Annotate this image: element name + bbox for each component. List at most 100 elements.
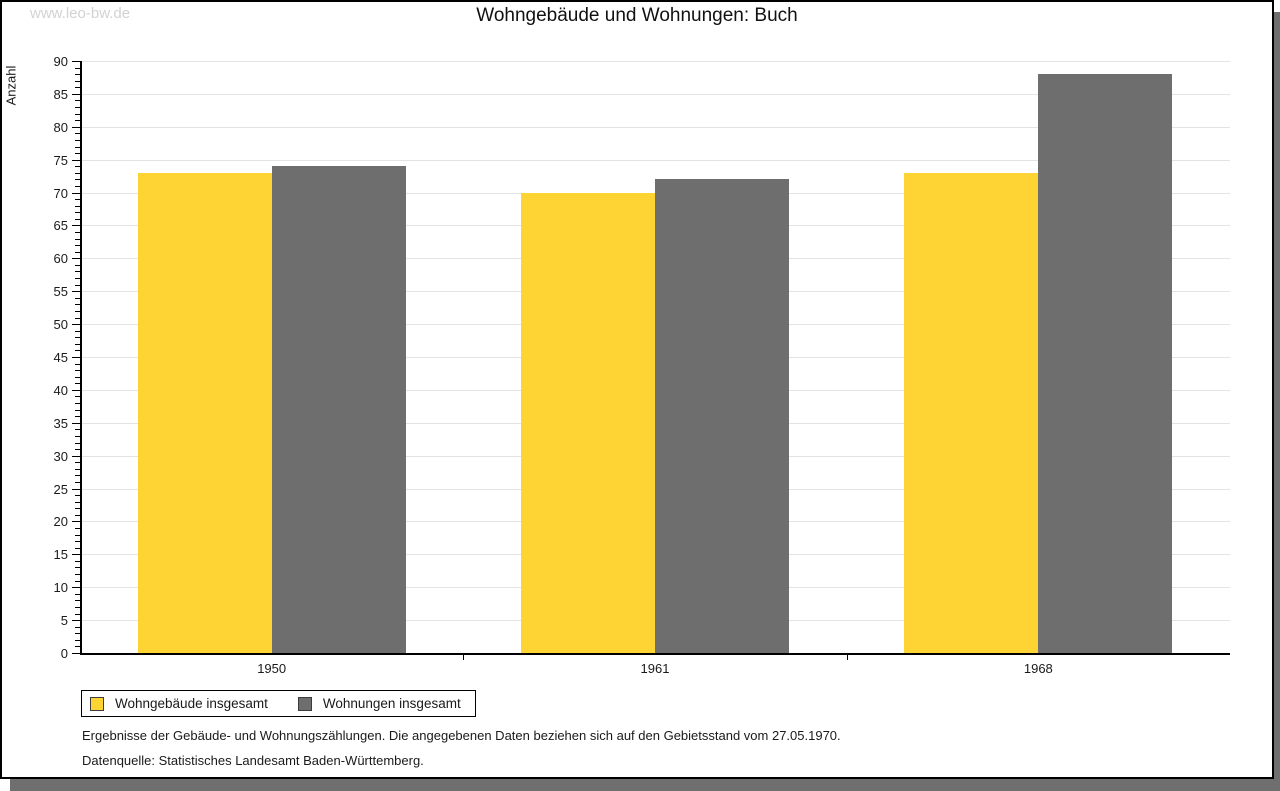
y-minor-tick — [75, 626, 80, 628]
y-minor-tick — [75, 613, 80, 615]
footnote-datenquelle: Datenquelle: Statistisches Landesamt Bad… — [82, 753, 424, 768]
bar-1968-series2 — [1038, 74, 1173, 653]
y-tick-label: 70 — [53, 185, 68, 201]
y-tick-label: 65 — [53, 218, 68, 234]
x-tick-label: 1968 — [1023, 661, 1053, 676]
y-tick-label: 80 — [53, 119, 68, 135]
y-minor-tick — [75, 251, 80, 253]
y-minor-tick — [75, 153, 80, 155]
chart: 1950 1961 1968 0 5 10 15 20 25 30 35 40 45 50 55 60 65 70… — [2, 2, 1272, 777]
bar-1950-series2 — [271, 166, 406, 653]
y-minor-tick — [75, 370, 80, 372]
y-minor-tick — [75, 107, 80, 109]
y-major-tick — [72, 587, 80, 589]
y-tick-label: 20 — [53, 514, 68, 530]
y-major-tick — [72, 61, 80, 62]
legend-label: Wohnungen insgesamt — [322, 696, 461, 711]
bar-1968-series1 — [904, 172, 1039, 653]
y-major-tick — [72, 159, 80, 161]
y-minor-tick — [75, 232, 80, 234]
y-tick-label: 30 — [53, 448, 68, 464]
footnote-gebietsstand: Ergebnisse der Gebäude- und Wohnungszähl… — [82, 728, 841, 743]
y-major-tick — [72, 455, 80, 457]
y-minor-tick — [75, 212, 80, 214]
y-tick-label: 50 — [53, 317, 68, 333]
y-minor-tick — [75, 449, 80, 451]
y-gridline — [82, 61, 1230, 62]
legend-swatch-gray-icon — [297, 696, 312, 711]
y-minor-tick — [75, 218, 80, 220]
y-major-tick — [72, 422, 80, 424]
y-minor-tick — [75, 74, 80, 76]
y-tick-label: 55 — [53, 284, 68, 300]
y-minor-tick — [75, 337, 80, 339]
bar-1961-series1 — [521, 192, 655, 653]
y-minor-tick — [75, 528, 80, 530]
y-minor-tick — [75, 185, 80, 187]
y-minor-tick — [75, 468, 80, 470]
y-minor-tick — [75, 376, 80, 378]
y-minor-tick — [75, 278, 80, 280]
y-major-tick — [72, 357, 80, 358]
y-minor-tick — [75, 363, 80, 365]
y-major-tick — [72, 258, 80, 260]
x-tick-label: 1950 — [257, 661, 287, 676]
y-minor-tick — [75, 383, 80, 385]
y-minor-tick — [75, 87, 80, 89]
y-major-tick — [72, 389, 80, 391]
y-minor-tick — [75, 495, 80, 497]
y-minor-tick — [75, 501, 80, 503]
x-tick-label: 1961 — [640, 661, 670, 676]
y-tick-label: 40 — [53, 382, 68, 398]
x-axis-line — [80, 653, 1230, 655]
y-minor-tick — [75, 646, 80, 648]
y-tick-label: 35 — [53, 415, 68, 431]
y-minor-tick — [75, 396, 80, 398]
y-minor-tick — [75, 343, 80, 345]
y-minor-tick — [75, 409, 80, 411]
y-minor-tick — [75, 541, 80, 543]
y-minor-tick — [75, 580, 80, 582]
y-tick-label: 10 — [53, 580, 68, 596]
y-minor-tick — [75, 547, 80, 549]
y-minor-tick — [75, 100, 80, 102]
y-minor-tick — [75, 80, 80, 82]
legend-item-wohngebaeude: Wohngebäude insgesamt — [90, 696, 268, 711]
bar-1961-series2 — [655, 179, 789, 653]
y-major-tick — [72, 554, 80, 556]
legend-swatch-yellow-icon — [90, 696, 104, 711]
y-tick-label: 60 — [53, 251, 68, 267]
y-tick-label: 5 — [60, 613, 68, 629]
y-major-tick — [72, 620, 80, 622]
y-minor-tick — [75, 574, 80, 576]
y-minor-tick — [75, 304, 80, 306]
watermark: www.leo-bw.de — [30, 5, 131, 22]
y-minor-tick — [75, 600, 80, 602]
y-minor-tick — [75, 146, 80, 148]
y-minor-tick — [75, 264, 80, 266]
y-minor-tick — [75, 416, 80, 418]
y-minor-tick — [75, 442, 80, 444]
y-minor-tick — [75, 403, 80, 405]
y-tick-label: 75 — [53, 152, 68, 168]
y-tick-label: 90 — [53, 54, 68, 69]
y-tick-label: 0 — [60, 646, 68, 661]
chart-title: Wohngebäude und Wohnungen: Buch — [476, 5, 798, 26]
y-major-tick — [72, 488, 80, 490]
y-minor-tick — [75, 284, 80, 286]
y-minor-tick — [75, 133, 80, 135]
y-minor-tick — [75, 245, 80, 247]
y-tick-label: 45 — [53, 350, 68, 365]
y-minor-tick — [75, 166, 80, 168]
y-minor-tick — [75, 606, 80, 608]
y-gridline — [82, 159, 1230, 161]
y-minor-tick — [75, 534, 80, 536]
y-minor-tick — [75, 199, 80, 201]
bar-1950-series1 — [137, 172, 272, 653]
y-minor-tick — [75, 330, 80, 332]
y-minor-tick — [75, 310, 80, 312]
y-minor-tick — [75, 462, 80, 464]
y-minor-tick — [75, 271, 80, 273]
y-minor-tick — [75, 238, 80, 240]
